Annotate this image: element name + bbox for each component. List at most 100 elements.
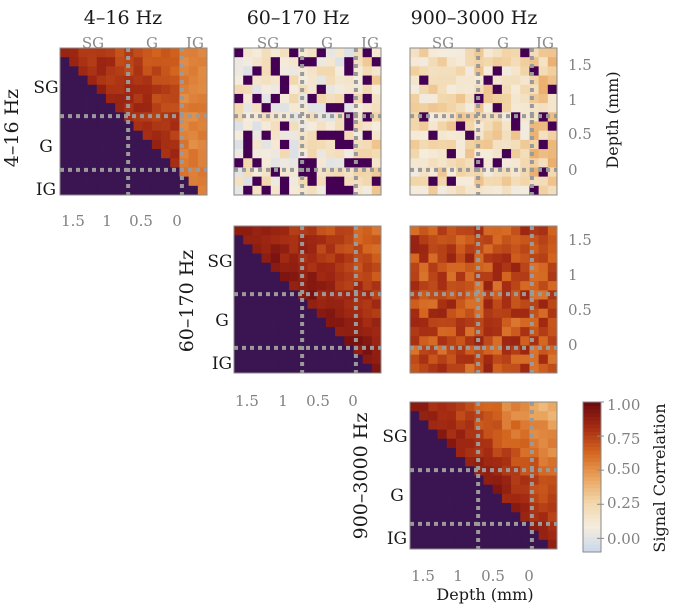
heatmap-cell (520, 130, 530, 141)
heatmap-cell (501, 226, 512, 236)
heatmap-cell (410, 158, 420, 168)
heatmap-cell (197, 158, 208, 168)
heatmap-cell (474, 48, 484, 58)
heatmap-cell (501, 253, 512, 264)
heatmap-cell (115, 103, 125, 113)
heatmap-cell (279, 103, 290, 113)
heatmap-cell (455, 503, 466, 513)
heatmap-cell (419, 84, 429, 95)
heatmap-cell (325, 235, 336, 245)
heatmap-cell (428, 438, 438, 449)
heatmap-cell (252, 75, 262, 86)
heatmap-cell (410, 308, 420, 319)
heatmap-cell (353, 112, 364, 122)
heatmap-cell (243, 121, 253, 132)
colorbar-frame (582, 401, 602, 553)
heatmap-cell (270, 103, 281, 113)
heatmap-panels (59, 47, 558, 550)
heatmap-cell (78, 185, 88, 196)
heatmap-cell (179, 66, 190, 76)
heatmap-cell (289, 271, 299, 282)
heatmap-cell (428, 317, 438, 328)
heatmap-cell (529, 457, 540, 467)
heatmap-cell (437, 167, 448, 178)
heatmap-cell (133, 149, 144, 159)
heatmap-cell (437, 185, 448, 196)
heatmap-cell (538, 493, 549, 504)
heatmap-cell (316, 57, 327, 67)
heatmap-cell (371, 253, 382, 264)
heatmap-cell (307, 121, 318, 132)
heatmap-cell (362, 327, 373, 337)
heatmap-cell (298, 185, 308, 196)
colorbar-segment (583, 518, 601, 523)
heatmap-cell (344, 281, 354, 291)
heatmap-cell (419, 57, 429, 67)
heatmap-cell (547, 158, 558, 168)
colorbar-segment (583, 454, 601, 459)
heatmap-cell (261, 363, 272, 374)
heatmap-cell (335, 345, 345, 356)
heatmap-cell (78, 57, 88, 67)
heatmap-cell (335, 48, 345, 58)
heatmap-cell (115, 66, 125, 76)
heatmap-cell (547, 176, 558, 187)
heatmap-cell (335, 185, 345, 196)
heatmap-cell (547, 539, 558, 550)
heatmap-cell (325, 149, 336, 159)
heatmap-cell (234, 158, 244, 168)
heatmap-cell (197, 130, 208, 141)
heatmap-cell (252, 139, 262, 150)
heatmap-cell (474, 345, 484, 356)
heatmap-cell (437, 411, 448, 421)
heatmap-cell (307, 308, 318, 319)
heatmap-cell (170, 158, 180, 168)
heatmap-cell (483, 466, 494, 476)
heatmap-cell (252, 253, 262, 264)
heatmap-cell (483, 429, 494, 440)
heatmap-cell (353, 75, 364, 86)
heatmap-cell (492, 103, 503, 113)
heatmap-cell (538, 475, 549, 486)
heatmap-cell (270, 149, 281, 159)
heatmap-cell (161, 93, 171, 104)
heatmap-cell (547, 226, 558, 236)
heatmap-cell (362, 235, 373, 245)
heatmap-cell (538, 539, 549, 550)
heatmap-cell (455, 139, 466, 150)
heatmap-cell (115, 139, 125, 150)
heatmap-cell (115, 57, 125, 67)
heatmap-cell (335, 271, 345, 282)
heatmap-cell (344, 48, 354, 58)
heatmap-cell (547, 466, 558, 476)
heatmap-cell (335, 244, 345, 254)
heatmap-cell (419, 167, 429, 178)
heatmap-cell (234, 66, 244, 76)
heatmap-cell (344, 121, 354, 132)
heatmap-cell (344, 308, 354, 319)
heatmap-cell (410, 185, 420, 196)
heatmap-cell (547, 308, 558, 319)
heatmap-cell (419, 75, 429, 86)
heatmap-cell (483, 226, 494, 236)
heatmap-cell (316, 244, 327, 254)
heatmap-cell (419, 363, 429, 374)
heatmap-cell (344, 75, 354, 86)
heatmap-cell (170, 75, 180, 86)
heatmap-cell (197, 66, 208, 76)
heatmap-cell (371, 185, 382, 196)
heatmap-cell (60, 103, 70, 113)
heatmap-cell (465, 447, 475, 458)
heatmap-cell (362, 176, 373, 187)
heatmap-cell (465, 411, 475, 421)
heatmap-cell (419, 262, 429, 273)
heatmap-cell (289, 185, 299, 196)
heatmap-cell (511, 48, 521, 58)
heatmap-cell (96, 167, 107, 178)
heatmap-cell (547, 317, 558, 328)
heatmap-cell (252, 290, 262, 300)
heatmap-cell (115, 48, 125, 58)
heatmap-cell (428, 75, 438, 86)
heatmap-cell (115, 130, 125, 141)
heatmap-cell (538, 503, 549, 513)
